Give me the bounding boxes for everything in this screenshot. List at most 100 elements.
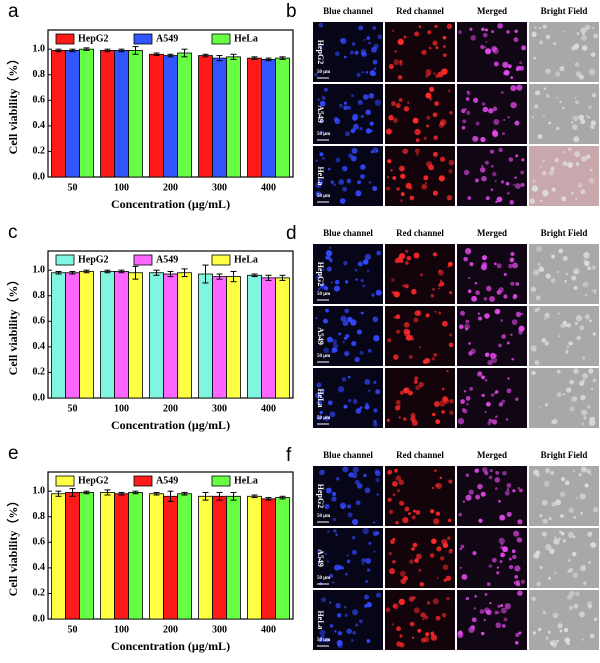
bar: [247, 495, 262, 620]
cell: [365, 557, 372, 564]
cell: [365, 71, 369, 74]
cell: [363, 473, 367, 478]
cell: [496, 263, 502, 269]
cell: [347, 512, 353, 518]
y-tick-label: 0.4: [33, 562, 46, 573]
cell: [315, 159, 318, 162]
bar: [177, 52, 192, 178]
cell: [368, 541, 372, 545]
cell: [323, 87, 328, 92]
cell: [321, 469, 325, 473]
cell: [425, 74, 429, 78]
column-header: Red channel: [396, 450, 444, 460]
bar: [128, 492, 143, 620]
cell: [404, 506, 410, 512]
cell: [356, 483, 363, 489]
cell: [481, 375, 485, 380]
cell: [323, 318, 329, 324]
cell: [593, 33, 598, 39]
cell: [551, 639, 558, 646]
cell: [495, 200, 498, 204]
cell: [558, 537, 561, 540]
cell: [435, 482, 443, 490]
cell: [556, 369, 561, 374]
cell: [348, 472, 353, 478]
cell: [387, 338, 392, 343]
cell: [583, 259, 586, 262]
cell: [508, 564, 514, 570]
cell: [501, 399, 506, 404]
cell: [433, 518, 440, 525]
cell: [345, 280, 349, 284]
cell: [410, 337, 415, 341]
y-axis-title: Cell viability（%）: [5, 274, 20, 376]
x-axis-title: Concentration (μg/mL): [111, 418, 230, 432]
scale-bar-label: 50 μm: [317, 576, 331, 581]
cell: [399, 390, 404, 395]
cell: [357, 99, 363, 105]
cell: [499, 560, 503, 564]
panel-label: b: [286, 1, 297, 22]
cell: [488, 475, 493, 480]
cell: [343, 336, 348, 341]
cell: [463, 390, 467, 393]
cell: [544, 341, 549, 346]
cell: [591, 265, 597, 270]
cell: [475, 290, 480, 296]
cell: [533, 469, 540, 476]
cell: [534, 360, 540, 366]
cell: [535, 550, 541, 556]
cell: [446, 596, 450, 601]
bar: [51, 493, 66, 620]
cell: [583, 581, 587, 585]
cell: [411, 547, 415, 551]
cell: [427, 30, 432, 35]
cell: [388, 551, 392, 556]
error-bar: [104, 269, 111, 274]
cell: [483, 296, 488, 301]
cell: [435, 419, 441, 425]
cell: [554, 157, 559, 163]
cell: [327, 560, 330, 563]
cell: [425, 632, 430, 637]
cell: [506, 482, 512, 488]
cell: [426, 124, 429, 128]
cell: [413, 252, 420, 259]
cell: [507, 116, 510, 119]
cell: [463, 169, 470, 176]
cell: [433, 72, 436, 75]
cell: [508, 157, 514, 162]
cell: [420, 612, 426, 618]
cell: [480, 44, 485, 50]
cell: [336, 476, 340, 481]
cell: [489, 602, 492, 605]
cell: [465, 248, 472, 255]
cell: [339, 198, 346, 204]
cell: [419, 273, 424, 277]
legend-swatch: [211, 254, 231, 266]
y-tick-label: 0.8: [33, 511, 46, 522]
panel-label: d: [286, 223, 297, 244]
cell: [515, 154, 519, 158]
cell: [494, 487, 498, 491]
cell: [407, 101, 410, 104]
cell: [392, 176, 397, 180]
cell: [513, 530, 520, 537]
error-bar: [69, 270, 76, 275]
cell: [423, 175, 429, 181]
scale-bar-label: 50 μm: [317, 514, 331, 519]
cell: [355, 278, 358, 281]
cell: [503, 119, 506, 122]
cell: [494, 415, 498, 419]
cell: [481, 164, 484, 168]
cell: [369, 129, 373, 133]
cell: [562, 150, 565, 154]
bar: [149, 272, 164, 399]
cell: [462, 408, 468, 414]
cell: [500, 552, 506, 558]
cell: [512, 184, 515, 187]
cell: [394, 50, 397, 53]
micrograph: [313, 528, 383, 588]
cell: [400, 199, 403, 202]
cell: [575, 497, 578, 500]
